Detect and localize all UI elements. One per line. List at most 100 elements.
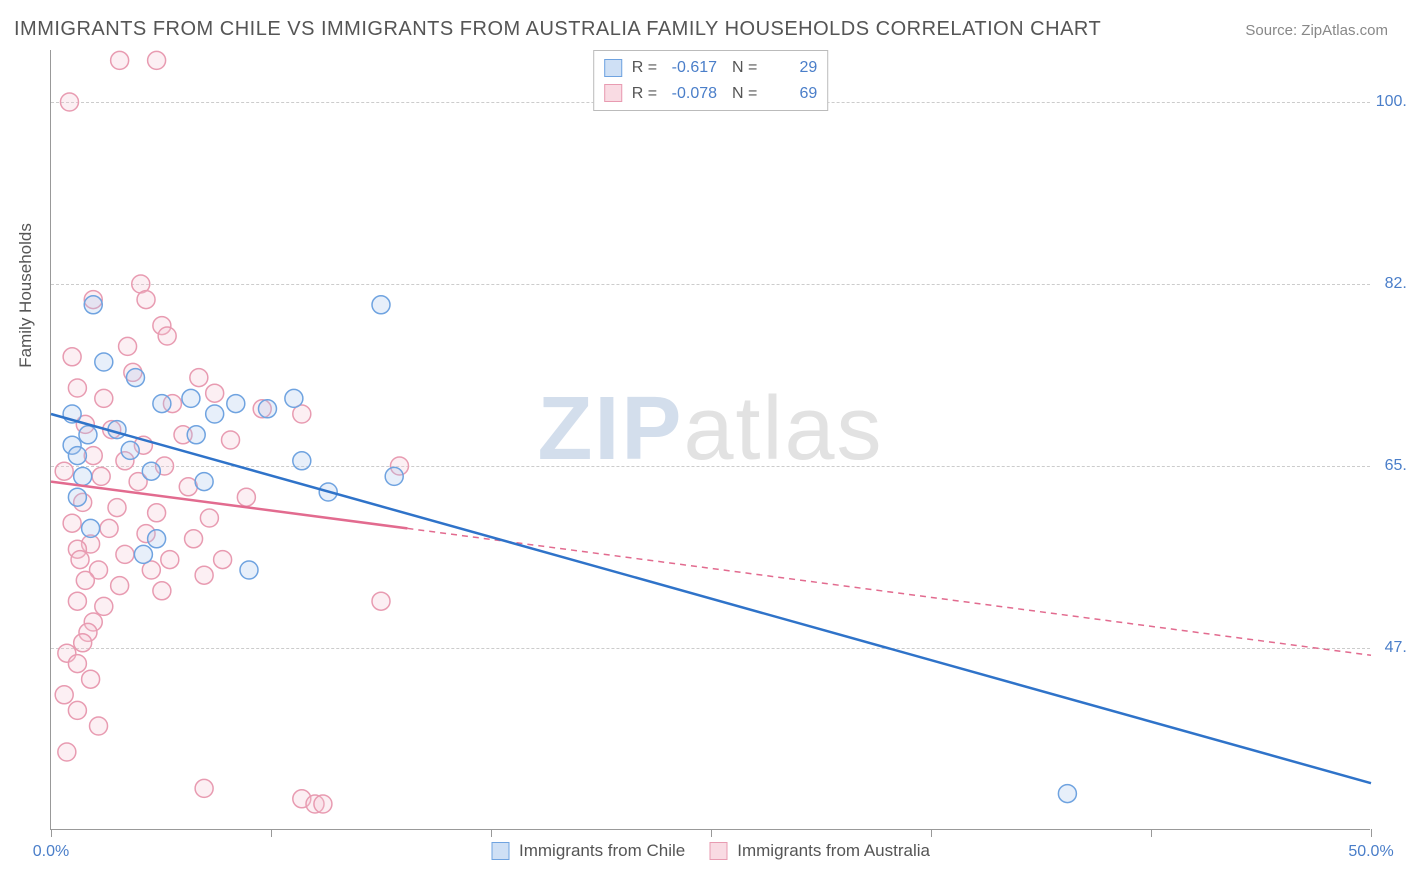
x-tick <box>1371 829 1372 837</box>
data-point <box>142 462 160 480</box>
data-point <box>111 51 129 69</box>
legend-swatch-australia <box>604 84 622 102</box>
y-tick-label: 82.5% <box>1385 275 1406 293</box>
data-point <box>108 499 126 517</box>
series-legend: Immigrants from Chile Immigrants from Au… <box>491 841 930 861</box>
stats-legend-row-chile: R = -0.617 N = 29 <box>604 55 818 81</box>
data-point <box>68 592 86 610</box>
data-point <box>137 291 155 309</box>
y-tick-label: 65.0% <box>1385 457 1406 475</box>
data-point <box>63 514 81 532</box>
chart-svg <box>51 50 1370 829</box>
data-point <box>222 431 240 449</box>
data-point <box>111 577 129 595</box>
data-point <box>206 384 224 402</box>
data-point <box>100 519 118 537</box>
legend-item-australia: Immigrants from Australia <box>709 841 930 861</box>
regression-line-extrapolated <box>407 528 1371 655</box>
data-point <box>60 93 78 111</box>
stats-legend-row-australia: R = -0.078 N = 69 <box>604 81 818 107</box>
data-point <box>214 551 232 569</box>
data-point <box>237 488 255 506</box>
source-attribution: Source: ZipAtlas.com <box>1245 22 1388 39</box>
data-point <box>195 473 213 491</box>
data-point <box>74 467 92 485</box>
legend-label-chile: Immigrants from Chile <box>519 841 685 861</box>
r-value-chile: -0.617 <box>663 55 717 81</box>
data-point <box>158 327 176 345</box>
data-point <box>190 369 208 387</box>
data-point <box>82 519 100 537</box>
x-tick-label: 0.0% <box>33 843 69 861</box>
data-point <box>385 467 403 485</box>
data-point <box>293 452 311 470</box>
data-point <box>1058 785 1076 803</box>
data-point <box>227 395 245 413</box>
stats-legend: R = -0.617 N = 29 R = -0.078 N = 69 <box>593 50 829 111</box>
x-tick-label: 50.0% <box>1348 843 1393 861</box>
n-value-australia: 69 <box>763 81 817 107</box>
data-point <box>68 655 86 673</box>
data-point <box>126 369 144 387</box>
source-label: Source: <box>1245 22 1297 39</box>
data-point <box>68 488 86 506</box>
data-point <box>134 545 152 563</box>
data-point <box>92 467 110 485</box>
data-point <box>119 337 137 355</box>
legend-swatch-chile-icon <box>491 842 509 860</box>
x-tick <box>1151 829 1152 837</box>
data-point <box>76 571 94 589</box>
data-point <box>79 426 97 444</box>
x-tick <box>271 829 272 837</box>
x-tick <box>51 829 52 837</box>
n-value-chile: 29 <box>763 55 817 81</box>
data-point <box>68 447 86 465</box>
data-point <box>182 389 200 407</box>
x-tick <box>491 829 492 837</box>
data-point <box>195 566 213 584</box>
data-point <box>95 389 113 407</box>
data-point <box>372 296 390 314</box>
regression-line <box>51 414 1371 783</box>
data-point <box>55 462 73 480</box>
chart-container: IMMIGRANTS FROM CHILE VS IMMIGRANTS FROM… <box>0 0 1406 892</box>
data-point <box>82 670 100 688</box>
data-point <box>90 717 108 735</box>
data-point <box>185 530 203 548</box>
x-tick <box>711 829 712 837</box>
data-point <box>314 795 332 813</box>
data-point <box>148 504 166 522</box>
data-point <box>258 400 276 418</box>
data-point <box>95 597 113 615</box>
y-axis-label: Family Households <box>16 223 36 368</box>
data-point <box>153 582 171 600</box>
data-point <box>116 545 134 563</box>
y-tick-label: 47.5% <box>1385 639 1406 657</box>
data-point <box>68 701 86 719</box>
chart-title: IMMIGRANTS FROM CHILE VS IMMIGRANTS FROM… <box>14 18 1101 41</box>
source-link[interactable]: ZipAtlas.com <box>1301 22 1388 39</box>
data-point <box>153 395 171 413</box>
legend-swatch-chile <box>604 59 622 77</box>
legend-swatch-australia-icon <box>709 842 727 860</box>
data-point <box>195 779 213 797</box>
data-point <box>161 551 179 569</box>
data-point <box>71 551 89 569</box>
data-point <box>148 530 166 548</box>
data-point <box>206 405 224 423</box>
data-point <box>187 426 205 444</box>
data-point <box>58 743 76 761</box>
data-point <box>84 296 102 314</box>
data-point <box>74 634 92 652</box>
x-tick <box>931 829 932 837</box>
y-tick-label: 100.0% <box>1376 93 1406 111</box>
data-point <box>63 348 81 366</box>
data-point <box>200 509 218 527</box>
data-point <box>95 353 113 371</box>
data-point <box>148 51 166 69</box>
legend-label-australia: Immigrants from Australia <box>737 841 930 861</box>
data-point <box>372 592 390 610</box>
legend-item-chile: Immigrants from Chile <box>491 841 685 861</box>
data-point <box>121 441 139 459</box>
data-point <box>240 561 258 579</box>
